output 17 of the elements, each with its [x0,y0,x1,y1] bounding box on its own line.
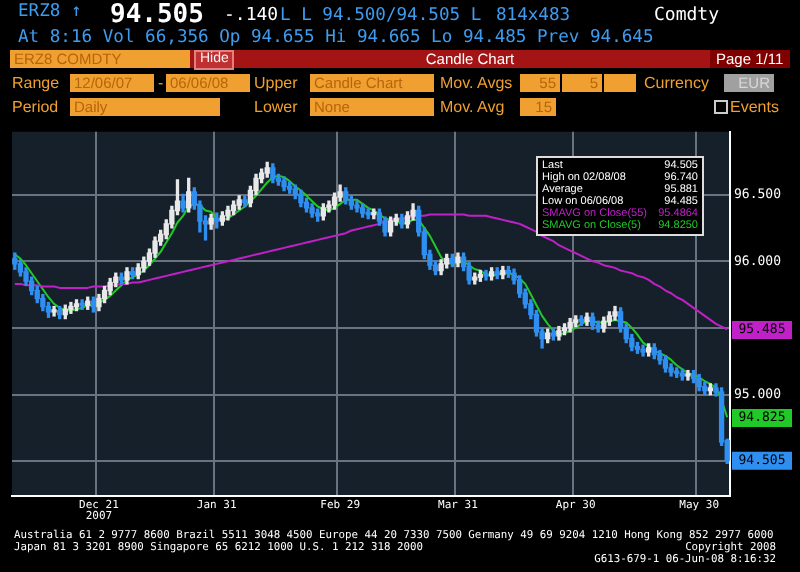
text: Range [12,74,60,92]
text: - [158,74,164,92]
text: Period [12,98,59,116]
text: 94.505 [110,0,204,30]
text: Lower [254,98,298,116]
text: 814x483 [496,6,571,26]
text: ERZ8 ↑ [18,2,82,22]
text: Events [730,98,779,116]
candlestick [79,299,85,310]
text: Currency [644,74,709,92]
text: At 8:16 Vol 66,356 Op 94.655 Hi 94.665 Lo 94.485 Prev 94.645 [18,28,654,48]
text: Upper [254,74,298,92]
text: Mov. Avg [440,98,505,116]
text: Mov. Avgs [440,74,513,92]
text: L L 94.500/94.505 L [280,6,482,26]
text: -.140 [224,6,279,26]
text: Comdty [654,6,720,26]
